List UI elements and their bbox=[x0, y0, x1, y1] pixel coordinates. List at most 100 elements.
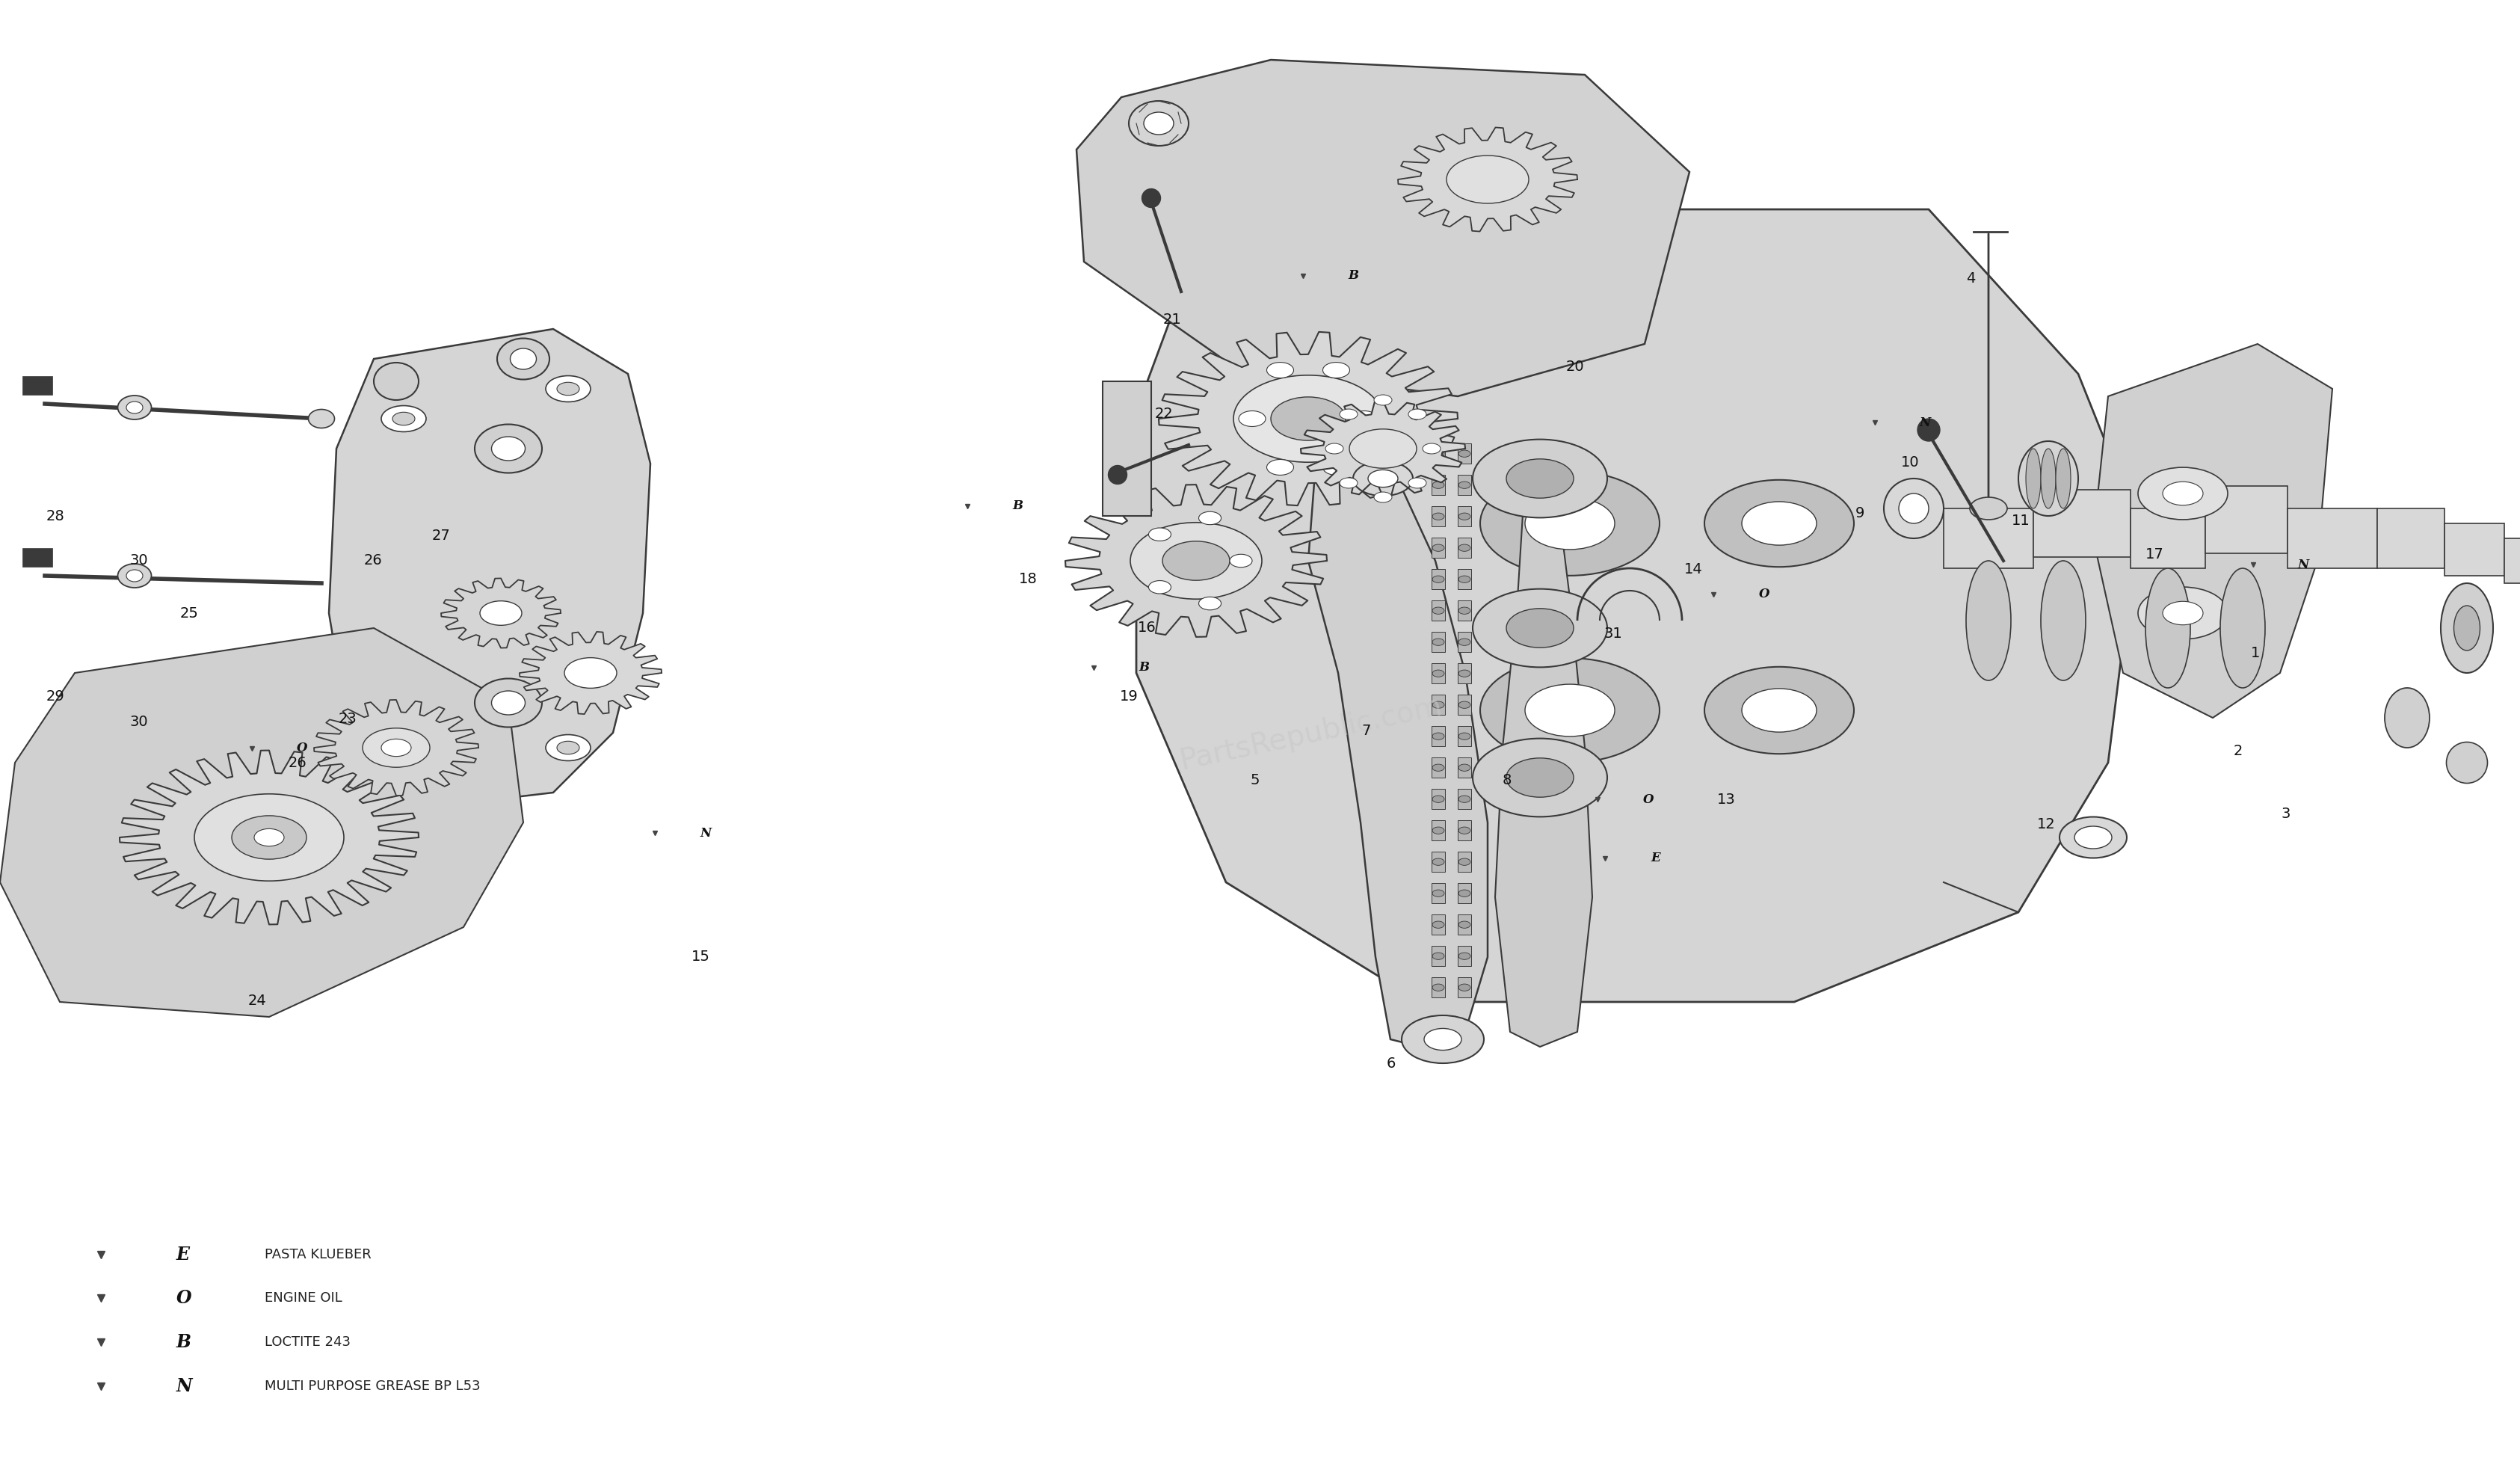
Ellipse shape bbox=[1885, 478, 1943, 538]
Text: N: N bbox=[2298, 559, 2308, 571]
Bar bbox=[2376, 509, 2444, 568]
Circle shape bbox=[547, 376, 590, 402]
Polygon shape bbox=[1137, 210, 2137, 1002]
Text: 13: 13 bbox=[1716, 792, 1736, 807]
Ellipse shape bbox=[2074, 826, 2112, 848]
Bar bbox=[2034, 490, 2129, 557]
Text: 21: 21 bbox=[1162, 312, 1182, 327]
Ellipse shape bbox=[373, 362, 418, 400]
Bar bbox=[1431, 538, 1444, 557]
Bar bbox=[1457, 475, 1472, 494]
Circle shape bbox=[363, 728, 431, 767]
Polygon shape bbox=[441, 578, 559, 648]
Circle shape bbox=[1149, 581, 1172, 594]
Polygon shape bbox=[1076, 60, 1688, 396]
Bar bbox=[1457, 789, 1472, 808]
Bar bbox=[1431, 852, 1444, 871]
Bar bbox=[1431, 475, 1444, 494]
Ellipse shape bbox=[496, 339, 549, 380]
Ellipse shape bbox=[2220, 568, 2265, 688]
Bar bbox=[1943, 509, 2034, 568]
Text: 9: 9 bbox=[1855, 506, 1865, 521]
Circle shape bbox=[1149, 528, 1172, 541]
Text: 6: 6 bbox=[1386, 1056, 1396, 1071]
Bar bbox=[1457, 915, 1472, 934]
Circle shape bbox=[381, 739, 411, 757]
Circle shape bbox=[1459, 638, 1472, 645]
Polygon shape bbox=[1159, 332, 1457, 506]
Circle shape bbox=[1431, 544, 1444, 552]
Circle shape bbox=[1431, 575, 1444, 582]
Text: 31: 31 bbox=[1603, 626, 1623, 641]
Circle shape bbox=[194, 794, 343, 882]
Ellipse shape bbox=[491, 437, 524, 461]
Circle shape bbox=[1268, 459, 1293, 475]
Circle shape bbox=[479, 601, 522, 625]
Ellipse shape bbox=[2041, 449, 2056, 509]
Text: O: O bbox=[176, 1289, 192, 1307]
Bar bbox=[1431, 758, 1444, 778]
Circle shape bbox=[1431, 513, 1444, 519]
Circle shape bbox=[1459, 701, 1472, 709]
Bar bbox=[1431, 946, 1444, 967]
Bar bbox=[1431, 506, 1444, 527]
Text: 25: 25 bbox=[179, 606, 199, 621]
Text: 4: 4 bbox=[1966, 271, 1976, 286]
Circle shape bbox=[1200, 512, 1222, 525]
Ellipse shape bbox=[2056, 449, 2071, 509]
Circle shape bbox=[1431, 701, 1444, 709]
Bar bbox=[1457, 506, 1472, 527]
Circle shape bbox=[1431, 734, 1444, 739]
Circle shape bbox=[1424, 1028, 1462, 1050]
Text: O: O bbox=[297, 742, 307, 754]
Circle shape bbox=[1459, 450, 1472, 458]
Circle shape bbox=[1431, 481, 1444, 489]
Text: 3: 3 bbox=[2281, 807, 2291, 822]
Bar bbox=[1457, 632, 1472, 651]
Polygon shape bbox=[1300, 400, 1464, 496]
Text: LOCTITE 243: LOCTITE 243 bbox=[265, 1335, 350, 1350]
Circle shape bbox=[1507, 609, 1572, 647]
Ellipse shape bbox=[2041, 560, 2087, 681]
Ellipse shape bbox=[509, 349, 537, 370]
Ellipse shape bbox=[2145, 568, 2190, 688]
Bar bbox=[1457, 600, 1472, 621]
Circle shape bbox=[1459, 544, 1472, 552]
Circle shape bbox=[1459, 795, 1472, 802]
Circle shape bbox=[1409, 478, 1426, 489]
Text: E: E bbox=[1651, 852, 1661, 864]
Text: 16: 16 bbox=[1137, 621, 1157, 635]
Ellipse shape bbox=[307, 409, 335, 428]
Bar bbox=[2505, 538, 2520, 584]
Text: 19: 19 bbox=[1119, 689, 1139, 704]
Text: E: E bbox=[176, 1245, 189, 1263]
Bar bbox=[1431, 600, 1444, 621]
Ellipse shape bbox=[2026, 449, 2041, 509]
Circle shape bbox=[1479, 471, 1661, 575]
Text: O: O bbox=[1759, 588, 1769, 600]
Circle shape bbox=[1270, 398, 1346, 440]
Circle shape bbox=[1459, 827, 1472, 833]
Circle shape bbox=[557, 383, 580, 395]
Circle shape bbox=[1431, 638, 1444, 645]
Bar bbox=[1457, 663, 1472, 684]
Circle shape bbox=[1353, 461, 1414, 496]
Circle shape bbox=[1373, 491, 1391, 502]
Text: 11: 11 bbox=[2011, 513, 2031, 528]
Circle shape bbox=[1525, 684, 1615, 736]
Text: 20: 20 bbox=[1565, 359, 1585, 374]
Circle shape bbox=[1459, 921, 1472, 929]
Text: B: B bbox=[1013, 500, 1023, 512]
Circle shape bbox=[1323, 362, 1351, 378]
Bar bbox=[1457, 883, 1472, 904]
Ellipse shape bbox=[2019, 442, 2079, 516]
Bar bbox=[1457, 820, 1472, 841]
Ellipse shape bbox=[1971, 497, 2006, 519]
Circle shape bbox=[1431, 890, 1444, 896]
Circle shape bbox=[1459, 670, 1472, 676]
Circle shape bbox=[1431, 670, 1444, 676]
Text: 1: 1 bbox=[2250, 645, 2260, 660]
Circle shape bbox=[1431, 764, 1444, 772]
Ellipse shape bbox=[1918, 418, 1940, 442]
Circle shape bbox=[1431, 921, 1444, 929]
